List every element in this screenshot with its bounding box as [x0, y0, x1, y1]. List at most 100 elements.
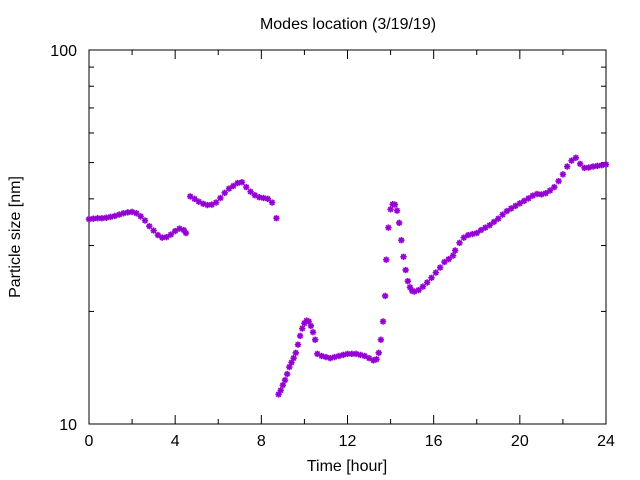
data-point: [133, 210, 140, 217]
data-point: [375, 349, 382, 357]
data-point: [546, 187, 554, 194]
data-point: [309, 328, 317, 336]
data-point: [503, 207, 511, 215]
data-point: [415, 286, 422, 294]
data-point: [400, 253, 407, 260]
data-point: [290, 354, 297, 362]
data-point: [383, 256, 390, 263]
data-point: [381, 292, 389, 300]
data-point: [373, 356, 380, 363]
data-point: [296, 332, 304, 340]
data-series: [85, 154, 610, 398]
x-tick-label: 24: [597, 433, 615, 450]
data-point: [391, 201, 399, 208]
data-point: [424, 279, 431, 286]
data-point: [576, 160, 584, 168]
data-point: [167, 231, 175, 238]
data-point: [449, 252, 457, 259]
data-point: [520, 197, 528, 205]
data-point: [490, 218, 498, 226]
data-point: [385, 224, 392, 231]
data-point: [559, 171, 567, 178]
data-point: [542, 190, 549, 197]
x-tick-label: 8: [257, 433, 266, 450]
data-point: [460, 234, 468, 241]
data-point: [396, 219, 403, 227]
data-point: [283, 370, 291, 378]
y-tick-label: 100: [50, 43, 77, 60]
data-point: [572, 154, 580, 161]
data-point: [402, 266, 409, 274]
data-point: [299, 325, 306, 332]
data-point: [171, 227, 179, 235]
data-point: [581, 164, 588, 172]
data-point: [445, 255, 452, 263]
x-tick-label: 4: [171, 433, 180, 450]
data-point: [279, 381, 287, 389]
x-tick-label: 16: [425, 433, 443, 450]
chart-title: Modes location (3/19/19): [260, 16, 436, 33]
x-tick-label: 0: [85, 433, 94, 450]
data-point: [150, 227, 157, 234]
data-point: [419, 283, 427, 290]
axis-tick-labels: 0 4 8 12 16 20 24 10 100: [50, 43, 615, 450]
data-point: [432, 269, 440, 276]
data-point: [311, 336, 319, 343]
x-tick-label: 12: [339, 433, 357, 450]
data-point: [525, 195, 532, 202]
data-point: [387, 206, 394, 213]
data-point: [568, 157, 575, 164]
data-point: [512, 202, 519, 210]
data-point: [225, 185, 233, 192]
data-point: [238, 179, 246, 186]
data-point: [137, 213, 144, 220]
data-point: [182, 229, 190, 237]
y-axis-label: Particle size [nm]: [7, 176, 24, 298]
data-point: [294, 341, 302, 348]
data-point: [551, 183, 558, 191]
x-tick-label: 20: [511, 433, 529, 450]
data-point: [602, 161, 610, 168]
data-point: [495, 215, 502, 222]
data-point: [377, 336, 385, 343]
data-point: [331, 353, 338, 361]
data-point: [564, 163, 571, 170]
data-point: [456, 239, 463, 247]
data-point: [154, 231, 162, 239]
data-point: [243, 183, 250, 191]
x-axis-label: Time [hour]: [307, 458, 387, 475]
data-point: [428, 274, 435, 281]
data-point: [292, 349, 299, 357]
data-point: [212, 199, 220, 206]
data-point: [441, 258, 448, 266]
data-point: [146, 222, 153, 230]
data-point: [508, 205, 515, 212]
data-point: [247, 188, 254, 195]
data-point: [404, 277, 412, 285]
data-point: [436, 264, 444, 271]
data-point: [230, 182, 237, 190]
data-point: [103, 214, 110, 221]
data-point: [163, 233, 170, 241]
data-point: [499, 211, 506, 218]
data-point: [264, 195, 271, 203]
data-point: [393, 207, 401, 214]
data-point: [191, 195, 198, 203]
data-point: [473, 229, 480, 237]
data-point: [379, 318, 387, 325]
data-point: [273, 215, 280, 222]
data-point: [277, 387, 284, 394]
data-point: [217, 194, 224, 202]
data-point: [555, 177, 562, 185]
y-tick-label: 10: [59, 417, 77, 434]
data-point: [516, 200, 524, 207]
data-point: [307, 322, 315, 330]
data-point: [594, 162, 601, 170]
data-point: [281, 376, 289, 384]
data-point: [221, 189, 228, 197]
data-point: [398, 237, 405, 244]
data-point: [141, 217, 149, 224]
data-point: [268, 199, 276, 206]
data-point: [452, 247, 459, 254]
